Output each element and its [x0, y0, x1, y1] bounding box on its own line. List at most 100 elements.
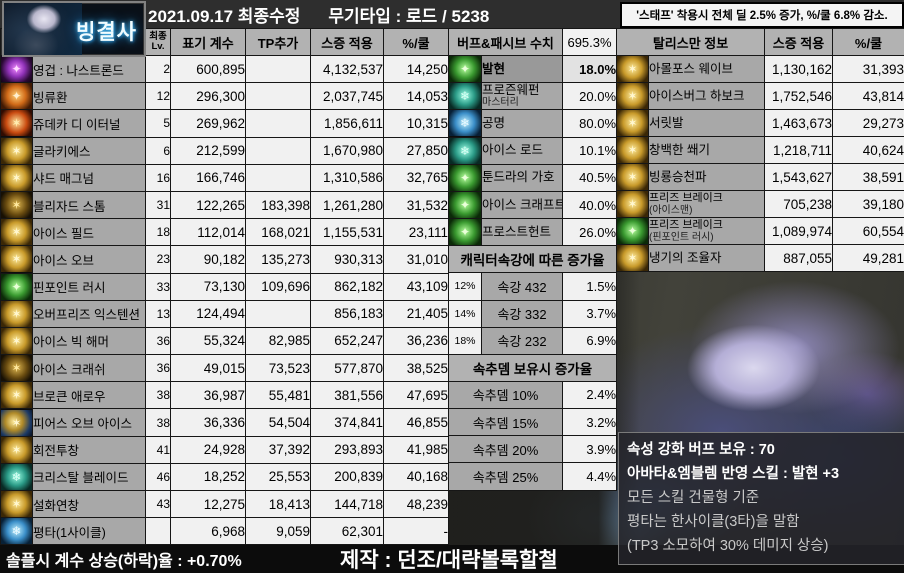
col-level: 최종 Lv.: [145, 28, 171, 56]
skill-name: 영겁 : 나스트론드: [32, 54, 146, 84]
buff-row: 프로즌웨펀 마스터리 20.0%: [448, 82, 618, 111]
last-updated-label: 2021.09.17 최종수정: [148, 6, 301, 26]
skill-coefficient: 90,182: [170, 245, 246, 274]
skill-tp-bonus: [245, 163, 311, 192]
elem-panel-title: 캐릭터속강에 따른 증가율: [447, 245, 618, 274]
skill-per-cool: 14,053: [383, 82, 449, 111]
skill-name: 설화연창: [32, 489, 146, 519]
skill-dmg-applied: 293,893: [310, 435, 384, 464]
skill-row: 블리자드 스톰 31 122,265 183,398 1,261,280 31,…: [0, 190, 449, 220]
talisman-col-skill-dmg: 스증 적용: [764, 28, 833, 56]
buff-name: 아이스 로드: [482, 143, 543, 158]
skill-dmg-applied: 577,870: [310, 354, 384, 383]
buff-panel-header: 버프&패시브 수치 695.3%: [447, 28, 618, 56]
skill-row: 아이스 크래쉬 36 49,015 73,523 577,870 38,525: [0, 354, 449, 383]
buff-row: 툰드라의 가호 40.5%: [448, 163, 618, 192]
talisman-name: 프리즈 브레이크: [649, 219, 723, 231]
skill-row: 피어스 오브 아이스 38 36,336 54,504 374,841 46,8…: [0, 408, 449, 437]
talisman-dmg-applied: 705,238: [764, 190, 833, 218]
note-line: 모든 스킬 건물형 기준: [627, 490, 760, 506]
buff-icon: [449, 219, 481, 245]
buff-panel: 버프&패시브 수치 695.3% 발현 18.0% 프: [447, 28, 618, 491]
note-line: 평타는 한사이클(3타)을 말함: [627, 514, 800, 530]
skill-per-cool: 47,695: [383, 381, 449, 410]
skill-row: 평타(1사이클) 6,968 9,059 62,301 -: [0, 517, 449, 546]
skill-dmg-applied: 1,261,280: [310, 190, 384, 220]
talisman-per-cool: 29,273: [832, 109, 904, 137]
skill-icon: [1, 328, 32, 354]
talisman-icon: [617, 137, 648, 163]
talisman-per-cool: 40,624: [832, 136, 904, 164]
buff-name: 발현: [482, 61, 506, 76]
skill-icon: [1, 518, 32, 544]
talisman-icon: [617, 245, 648, 271]
skill-icon: [1, 464, 32, 490]
talisman-per-cool: 38,591: [832, 163, 904, 191]
buff-value: 80.0%: [562, 109, 618, 138]
elem-value: 1.5%: [562, 272, 618, 301]
class-portrait: 빙결사: [2, 1, 146, 57]
skill-coefficient: 49,015: [170, 354, 246, 383]
skill-dmg-applied: 374,841: [310, 408, 384, 437]
elem-base-pct: 12%: [448, 272, 482, 301]
talisman-name: 창백한 쐐기: [649, 142, 710, 157]
skill-level: 36: [145, 354, 171, 383]
talisman-row: 창백한 쐐기 1,218,711 40,624: [616, 136, 904, 164]
elemdmg-name: 속추뎀 15%: [447, 408, 564, 437]
buff-icon: [449, 83, 481, 109]
talisman-header: 탈리스만 정보 스증 적용 %/쿨: [616, 28, 904, 56]
skill-icon: [1, 219, 32, 245]
skill-row: 샤드 매그넘 16 166,746 1,310,586 32,765: [0, 163, 449, 192]
col-coefficient: 표기 계수: [170, 28, 246, 56]
talisman-per-cool: 39,180: [832, 190, 904, 218]
talisman-row: 빙룡승천파 1,543,627 38,591: [616, 163, 904, 191]
talisman-name: 프리즈 브레이크: [649, 192, 723, 204]
buff-value: 18.0%: [562, 54, 618, 84]
skill-level: 12: [145, 82, 171, 111]
buff-name: 프로스트헌트: [482, 224, 552, 239]
skill-coefficient: 166,746: [170, 163, 246, 192]
skill-dmg-applied: 862,182: [310, 272, 384, 301]
talisman-name: 빙룡승천파: [649, 169, 707, 184]
skill-icon: [1, 274, 32, 300]
skill-tp-bonus: [245, 54, 311, 84]
col-per-cool: %/쿨: [383, 28, 449, 56]
skill-level: 18: [145, 218, 171, 247]
skill-icon: [1, 491, 32, 517]
skill-name: 오버프리즈 익스텐션: [32, 299, 146, 328]
talisman-icon: [617, 110, 648, 136]
skill-name: 아이스 오브: [32, 245, 146, 274]
class-name-label: 빙결사: [76, 21, 137, 44]
col-tp: TP추가: [245, 28, 311, 56]
skill-level: 43: [145, 489, 171, 519]
skill-tp-bonus: 183,398: [245, 190, 311, 220]
elemdmg-panel-title: 속추뎀 보유시 증가율: [447, 353, 618, 382]
skill-name: 아이스 크래쉬: [32, 354, 146, 383]
elem-base-pct: 14%: [448, 299, 482, 328]
talisman-name-sub: (핀포인트 러시): [649, 232, 714, 243]
skill-coefficient: 269,962: [170, 109, 246, 138]
note-line: 속성 강화 버프 보유 : 70: [627, 442, 775, 458]
skill-icon: [1, 246, 32, 272]
skill-coefficient: 73,130: [170, 272, 246, 301]
skill-coefficient: 24,928: [170, 435, 246, 464]
skill-tp-bonus: 109,696: [245, 272, 311, 301]
buff-icon: [449, 138, 481, 164]
buff-icon: [449, 110, 481, 137]
elemdmg-row: 속추뎀 10% 2.4%: [447, 380, 618, 410]
col-skill-dmg: 스증 적용: [310, 28, 384, 56]
skill-row: 쥬데카 디 이터널 5 269,962 1,856,611 10,315: [0, 109, 449, 138]
elem-value: 6.9%: [562, 326, 618, 355]
skill-icon: [1, 301, 32, 327]
skill-level: 2: [145, 54, 171, 84]
talisman-name: 아몰포스 웨이브: [649, 61, 733, 76]
skill-level: 23: [145, 245, 171, 274]
skill-coefficient: 212,599: [170, 136, 246, 165]
skill-tp-bonus: 37,392: [245, 435, 311, 464]
skill-tp-bonus: 18,413: [245, 489, 311, 519]
skill-dmg-applied: 856,183: [310, 299, 384, 328]
skill-per-cool: 32,765: [383, 163, 449, 192]
skill-name: 평타(1사이클): [32, 517, 146, 546]
skill-name: 브로큰 애로우: [32, 381, 146, 410]
skill-row: 브로큰 애로우 38 36,987 55,481 381,556 47,695: [0, 381, 449, 410]
